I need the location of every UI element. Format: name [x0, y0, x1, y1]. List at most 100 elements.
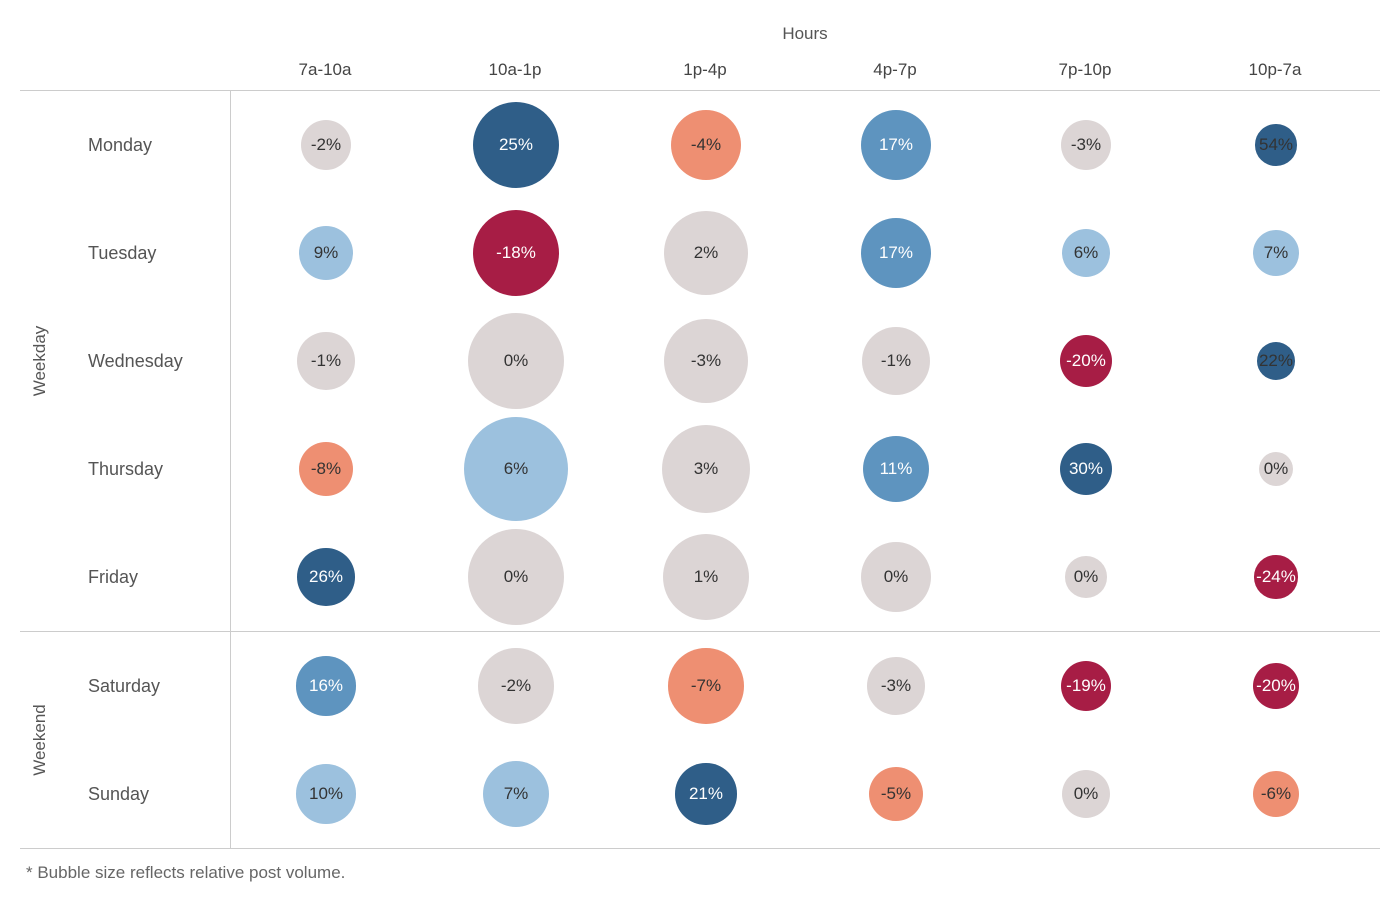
- bubble: -1%: [297, 332, 355, 390]
- bubble-value-label: -1%: [311, 351, 341, 371]
- bubble-value-label: 0%: [504, 567, 529, 587]
- matrix-cell: -2%: [421, 632, 611, 740]
- matrix-cell: 11%: [801, 415, 991, 523]
- bubble: -1%: [862, 327, 930, 395]
- bubble-value-label: -5%: [881, 784, 911, 804]
- rows-grid: -2%25%-4%17%-3%54%9%-18%2%17%6%7%-1%0%-3…: [230, 91, 1380, 631]
- bubble: 21%: [675, 763, 736, 824]
- matrix-cell: -8%: [231, 415, 421, 523]
- column-header: 10p-7a: [1180, 54, 1370, 90]
- bubble: -6%: [1253, 771, 1299, 817]
- bubble: 30%: [1060, 443, 1112, 495]
- bubble-value-label: 2%: [694, 243, 719, 263]
- chart-footnote: * Bubble size reflects relative post vol…: [20, 849, 1380, 883]
- bubble: -7%: [668, 648, 743, 723]
- matrix-cell: -1%: [231, 307, 421, 415]
- matrix-cell: -1%: [801, 307, 991, 415]
- bubble: -20%: [1060, 335, 1112, 387]
- chart-body: WeekdayMondayTuesdayWednesdayThursdayFri…: [20, 91, 1380, 849]
- table-row: 26%0%1%0%0%-24%: [231, 523, 1380, 631]
- bubble-value-label: 3%: [694, 459, 719, 479]
- matrix-cell: 9%: [231, 199, 421, 307]
- day-label: Thursday: [60, 415, 230, 523]
- day-label: Monday: [60, 91, 230, 199]
- matrix-cell: -20%: [1181, 632, 1371, 740]
- group-axis-label-text: Weekend: [30, 704, 50, 776]
- matrix-cell: 10%: [231, 740, 421, 848]
- column-header: 7p-10p: [990, 54, 1180, 90]
- bubble: 16%: [296, 656, 355, 715]
- bubble: 1%: [663, 534, 749, 620]
- bubble: -20%: [1253, 663, 1299, 709]
- bubble-matrix-chart: Hours 7a-10a 10a-1p 1p-4p 4p-7p 7p-10p 1…: [20, 20, 1380, 883]
- bubble-value-label: 54%: [1259, 135, 1293, 155]
- bubble: 25%: [473, 102, 559, 188]
- table-row: -2%25%-4%17%-3%54%: [231, 91, 1380, 199]
- bubble: 0%: [861, 542, 931, 612]
- bubble-value-label: 11%: [880, 459, 913, 479]
- bubble-value-label: 17%: [879, 243, 913, 263]
- matrix-cell: 6%: [421, 415, 611, 523]
- bubble-value-label: 21%: [689, 784, 723, 804]
- bubble-value-label: -8%: [311, 459, 341, 479]
- matrix-cell: -24%: [1181, 523, 1371, 631]
- bubble-value-label: 26%: [309, 567, 343, 587]
- matrix-cell: -2%: [231, 91, 421, 199]
- bubble: 9%: [299, 226, 354, 281]
- bubble: -5%: [869, 767, 924, 822]
- row-group: WeekdayMondayTuesdayWednesdayThursdayFri…: [20, 91, 1380, 632]
- bubble-value-label: 1%: [694, 567, 719, 587]
- bubble: 0%: [1259, 452, 1293, 486]
- bubble-value-label: 22%: [1259, 351, 1293, 371]
- bubble: -8%: [299, 442, 354, 497]
- bubble: 6%: [464, 417, 568, 521]
- day-label: Sunday: [60, 740, 230, 848]
- bubble-value-label: 0%: [884, 567, 909, 587]
- bubble: 2%: [664, 211, 748, 295]
- matrix-cell: 7%: [1181, 199, 1371, 307]
- matrix-cell: -7%: [611, 632, 801, 740]
- bubble: 22%: [1257, 342, 1295, 380]
- table-row: 16%-2%-7%-3%-19%-20%: [231, 632, 1380, 740]
- bubble-value-label: -2%: [501, 676, 531, 696]
- group-axis-label-text: Weekday: [30, 326, 50, 397]
- column-headers-row: 7a-10a 10a-1p 1p-4p 4p-7p 7p-10p 10p-7a: [20, 54, 1380, 91]
- bubble-value-label: 0%: [1074, 784, 1099, 804]
- bubble: 54%: [1255, 124, 1296, 165]
- bubble: 26%: [297, 548, 355, 606]
- matrix-cell: 30%: [991, 415, 1181, 523]
- bubble-value-label: 9%: [314, 243, 339, 263]
- bubble: 7%: [1253, 230, 1299, 276]
- bubble-value-label: -19%: [1066, 676, 1106, 696]
- matrix-cell: 3%: [611, 415, 801, 523]
- table-row: -8% 6% 3% 11% 30% 0%: [231, 415, 1380, 523]
- bubble-value-label: -20%: [1066, 351, 1106, 371]
- day-label: Tuesday: [60, 199, 230, 307]
- bubble: -3%: [1061, 120, 1111, 170]
- bubble: 3%: [662, 425, 750, 513]
- bubble-value-label: -6%: [1261, 784, 1291, 804]
- matrix-cell: 25%: [421, 91, 611, 199]
- matrix-cell: 54%: [1181, 91, 1371, 199]
- bubble-value-label: -3%: [691, 351, 721, 371]
- matrix-cell: -5%: [801, 740, 991, 848]
- bubble: 0%: [1062, 770, 1111, 819]
- bubble-value-label: -7%: [691, 676, 721, 696]
- matrix-cell: -6%: [1181, 740, 1371, 848]
- matrix-cell: -18%: [421, 199, 611, 307]
- matrix-cell: 22%: [1181, 307, 1371, 415]
- table-row: 9% -18% 2% 17% 6% 7%: [231, 199, 1380, 307]
- bubble-value-label: 17%: [879, 135, 913, 155]
- matrix-cell: -19%: [991, 632, 1181, 740]
- bubble-value-label: 0%: [1264, 459, 1289, 479]
- column-header: 7a-10a: [230, 54, 420, 90]
- matrix-cell: 0%: [421, 523, 611, 631]
- matrix-cell: 17%: [801, 91, 991, 199]
- bubble: 0%: [468, 529, 565, 626]
- bubble: 6%: [1062, 229, 1111, 278]
- bubble: 0%: [468, 313, 565, 410]
- matrix-cell: 6%: [991, 199, 1181, 307]
- bubble-value-label: -2%: [311, 135, 341, 155]
- matrix-cell: 16%: [231, 632, 421, 740]
- bubble-value-label: 25%: [499, 135, 533, 155]
